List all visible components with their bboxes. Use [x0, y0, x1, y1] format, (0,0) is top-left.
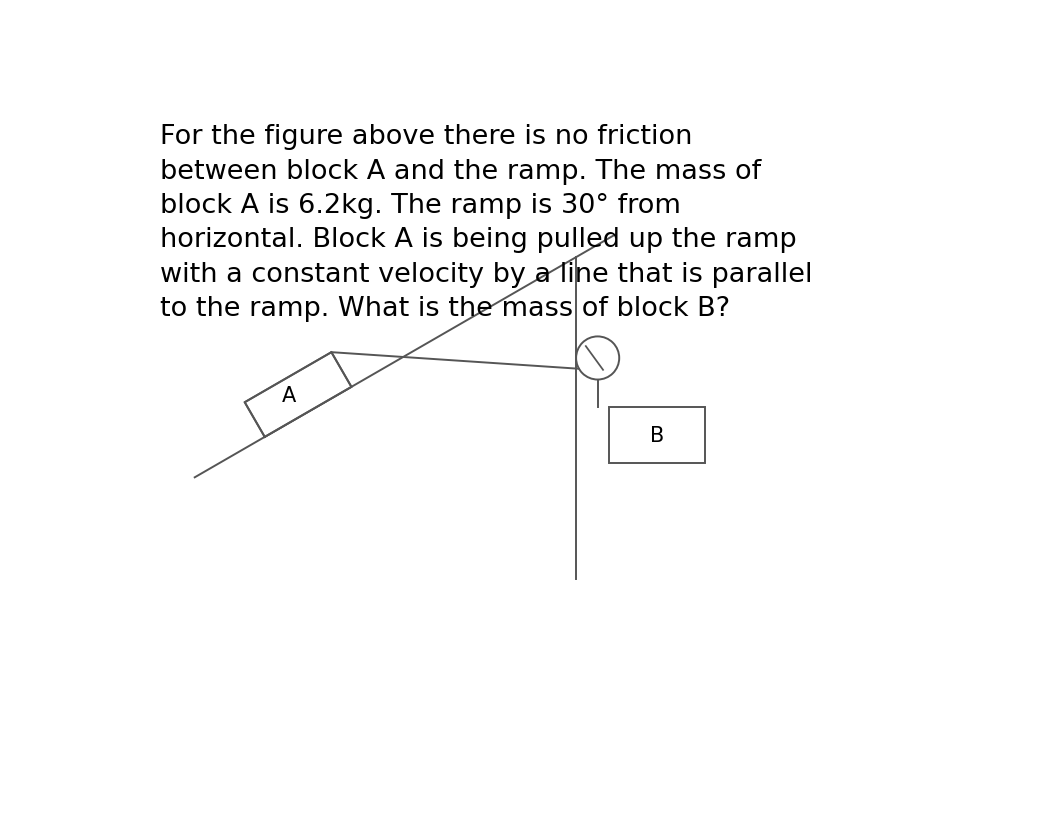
- Text: B: B: [650, 426, 664, 445]
- Text: A: A: [282, 385, 296, 405]
- Polygon shape: [245, 353, 351, 437]
- Bar: [610, 407, 705, 463]
- Text: For the figure above there is no friction
between block A and the ramp. The mass: For the figure above there is no frictio…: [161, 124, 813, 322]
